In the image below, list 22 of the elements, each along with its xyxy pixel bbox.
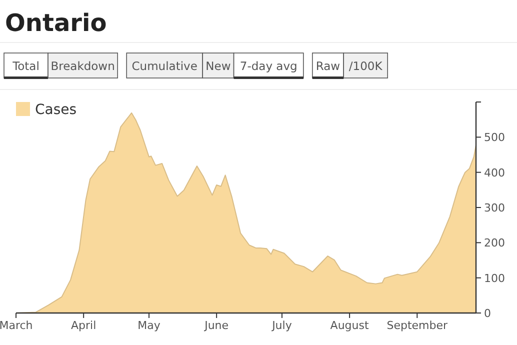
chart-title: Ontario	[5, 9, 107, 37]
text: Breakdown	[50, 59, 115, 73]
x-tick-label: June	[204, 319, 229, 332]
y-tick-label: 0	[484, 307, 491, 320]
text: Raw	[316, 59, 340, 73]
x-tick-label: July	[271, 319, 292, 332]
y-tick-label: 300	[484, 202, 505, 214]
x-tick-label: September	[386, 319, 448, 332]
text: Cumulative	[132, 59, 198, 73]
x-tick-label: May	[138, 319, 161, 332]
legend-label: Cases	[35, 102, 77, 118]
y-tick-label: 100	[484, 272, 505, 285]
x-tick-label: August	[330, 319, 370, 332]
y-tick-label: 200	[484, 236, 505, 250]
text: New	[206, 59, 231, 73]
text: Total	[12, 59, 40, 73]
text: /100K	[348, 59, 383, 73]
text: 7-day avg	[240, 59, 298, 73]
y-tick-label: 400	[484, 166, 505, 180]
x-tick-label: April	[71, 319, 96, 332]
y-tick-label: 500	[484, 131, 505, 144]
x-tick-label: March	[0, 319, 33, 332]
